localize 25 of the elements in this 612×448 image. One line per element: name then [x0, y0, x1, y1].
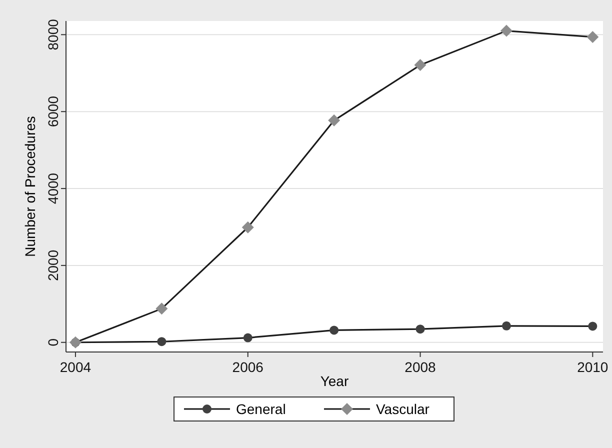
- legend-label: Vascular: [376, 401, 430, 417]
- point: [242, 221, 254, 234]
- y-tick-label: 2000: [45, 250, 61, 282]
- x-tick-label: 2008: [404, 359, 436, 375]
- point: [502, 321, 511, 330]
- y-tick-label: 0: [45, 338, 61, 346]
- x-axis-title: Year: [320, 373, 349, 389]
- point: [416, 324, 425, 334]
- y-tick-label: 6000: [45, 96, 61, 128]
- point: [414, 59, 426, 72]
- y-tick-label: 8000: [45, 18, 61, 50]
- point: [243, 333, 252, 342]
- point: [500, 24, 512, 37]
- x-tick-label: 2006: [232, 359, 264, 375]
- x-tick-label: 2004: [60, 359, 92, 375]
- point: [330, 326, 339, 335]
- point: [157, 337, 166, 346]
- legend-label: General: [236, 401, 286, 417]
- x-tick-label: 2010: [577, 359, 608, 375]
- y-tick-label: 4000: [45, 172, 61, 204]
- point: [586, 30, 599, 43]
- point: [156, 302, 168, 315]
- y-axis-title: Number of Procedures: [22, 116, 38, 257]
- point: [588, 322, 598, 331]
- point: [328, 114, 340, 126]
